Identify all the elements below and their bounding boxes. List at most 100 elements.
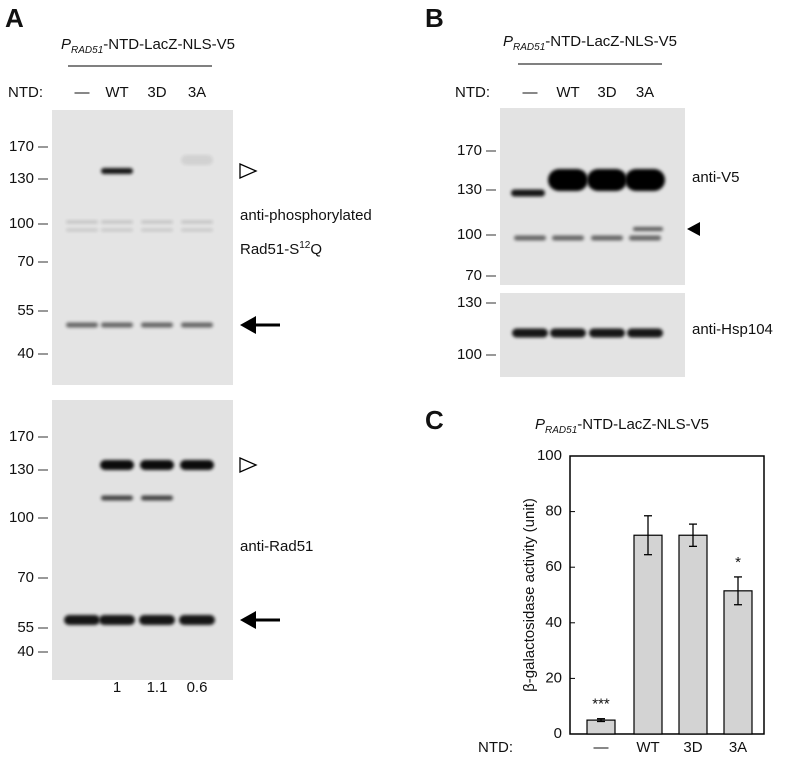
marker-label: 70 [17,569,34,586]
band [627,328,663,338]
marker-label: 100 [9,509,34,526]
lane-label: WT [556,84,579,101]
antibody-label: anti-V5 [692,169,740,186]
band [141,322,173,328]
band [66,228,98,232]
title-subscript: RAD51 [71,45,103,56]
quantification: 1.1 [147,679,168,696]
y-axis-title: β-galactosidase activity (unit) [521,498,538,692]
band [181,220,213,224]
title-italic: P [61,36,71,53]
marker-label: 100 [457,226,482,243]
significance: *** [592,696,610,713]
marker-label: 100 [457,346,482,363]
marker-label: 130 [457,181,482,198]
band [66,322,98,328]
title-subscript: RAD51 [513,42,545,53]
band [141,495,173,501]
y-tick-label: 20 [545,669,562,686]
marker-label: 40 [17,643,34,660]
marker-label: 55 [17,619,34,636]
error-bar [689,523,697,547]
y-tick-label: 100 [537,447,562,464]
bar [678,534,708,735]
title-italic: P [535,416,545,433]
band [512,328,548,338]
antibody-text: Rad51-S [240,241,299,258]
antibody-label: anti-Hsp104 [692,321,773,338]
marker-label: 130 [9,170,34,187]
band [591,235,623,241]
plot-frame [569,455,765,735]
panel-title: PRAD51-NTD-LacZ-NLS-V5 [535,416,709,436]
band [589,328,625,338]
bar [723,590,753,735]
band [139,615,175,625]
band [633,227,663,231]
bar [586,719,616,735]
antibody-label: Rad51-S12Q [240,240,322,258]
lane-label: — [523,84,538,101]
band [181,322,213,328]
band [101,228,133,232]
band [550,328,586,338]
arrow [240,611,280,629]
bar [633,534,663,735]
band [511,189,545,197]
marker-label: 170 [457,142,482,159]
arrow [240,316,280,334]
band [552,235,584,241]
marker-label: 130 [457,294,482,311]
y-tick-label: 60 [545,558,562,575]
band [141,228,173,232]
y-tick-label: 0 [554,725,562,742]
band [181,155,213,165]
open-triangle [239,457,258,473]
significance: * [735,554,741,571]
band [101,168,133,174]
open-triangle [239,163,258,179]
x-tick-label: — [594,739,609,756]
band [514,235,546,241]
marker-label: 130 [9,461,34,478]
blot [52,400,233,680]
band [629,235,661,241]
band [101,322,133,328]
quantification: 0.6 [187,679,208,696]
marker-label: 100 [9,215,34,232]
antibody-text: Q [310,241,322,258]
band [99,615,135,625]
antibody-label: anti-Rad51 [240,538,313,555]
band [548,169,588,191]
band [64,615,100,625]
x-tick-label: 3A [729,739,747,756]
title-rest: -NTD-LacZ-NLS-V5 [103,36,235,53]
filled-triangle [687,222,700,236]
antibody-label: anti-phosphorylated [240,207,372,224]
panel-letter: B [425,3,444,33]
title-rest: -NTD-LacZ-NLS-V5 [545,33,677,50]
error-bar [597,718,605,723]
marker-label: 170 [9,428,34,445]
y-tick-label: 40 [545,614,562,631]
x-tick-label: 3D [683,739,702,756]
error-bar [644,515,652,556]
band [140,460,174,470]
band [587,169,627,191]
panel-letter: A [5,3,24,33]
quantification: 1 [113,679,121,696]
x-tick-label: WT [636,739,659,756]
band [141,220,173,224]
lane-header: NTD: [455,84,490,101]
panel-title: PRAD51-NTD-LacZ-NLS-V5 [503,33,677,53]
lane-label: WT [105,84,128,101]
lane-label: 3A [636,84,654,101]
lane-label: — [75,84,90,101]
marker-label: 70 [465,267,482,284]
band [100,460,134,470]
title-subscript: RAD51 [545,425,577,436]
marker-label: 170 [9,138,34,155]
title-italic: P [503,33,513,50]
marker-label: 55 [17,302,34,319]
